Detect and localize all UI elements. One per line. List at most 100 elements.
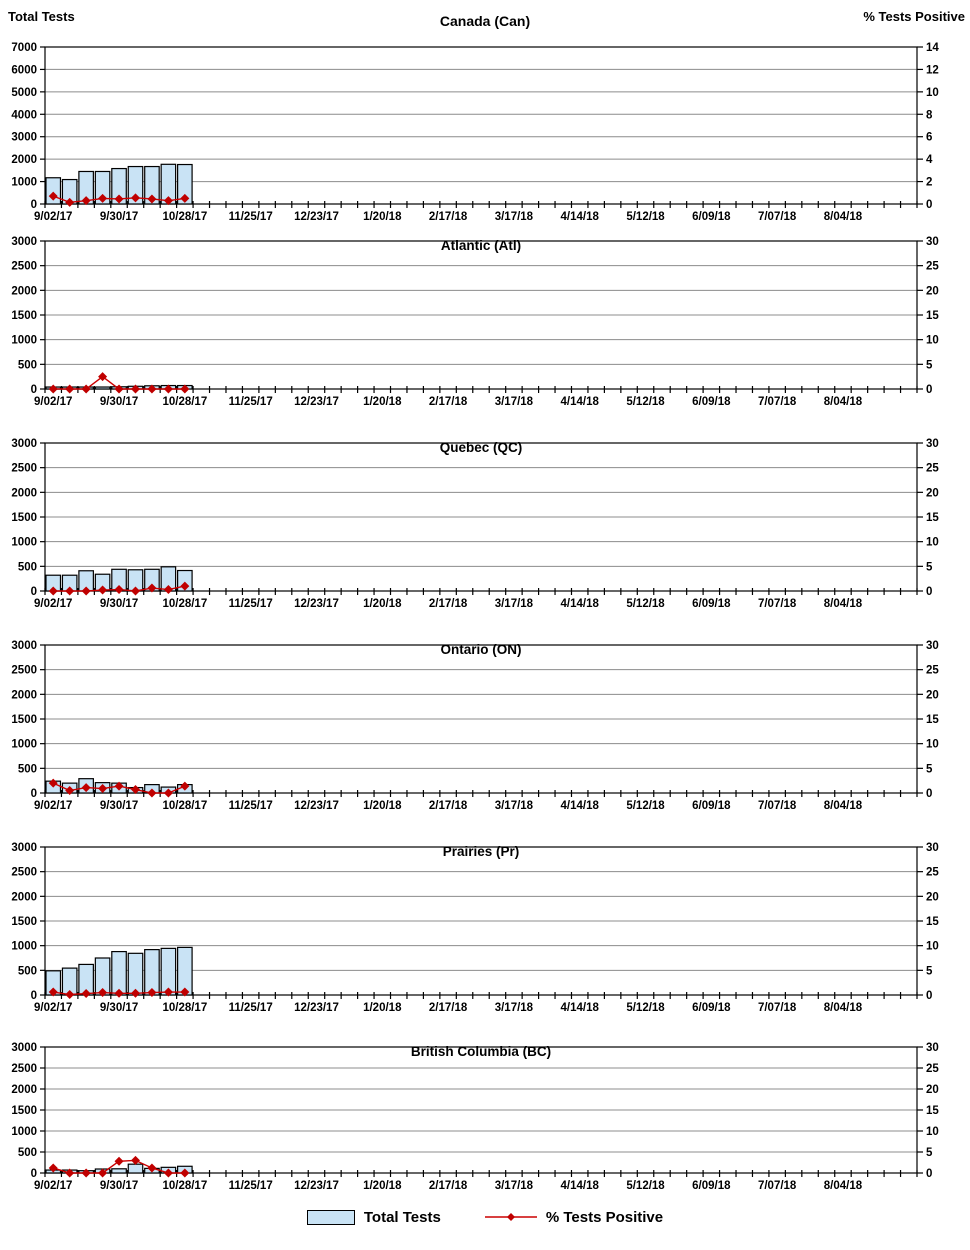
svg-text:9/02/17: 9/02/17 [34,211,72,223]
svg-text:6/09/18: 6/09/18 [692,1002,731,1014]
svg-text:1500: 1500 [11,1105,37,1117]
svg-text:8/04/18: 8/04/18 [824,396,863,408]
svg-text:6: 6 [926,132,932,144]
svg-text:20: 20 [926,1084,939,1096]
svg-text:0: 0 [31,586,37,598]
svg-text:4/14/18: 4/14/18 [561,1002,600,1014]
legend-bars-label: Total Tests [363,1208,441,1226]
svg-text:30: 30 [926,438,939,450]
svg-text:5/12/18: 5/12/18 [626,1002,665,1014]
svg-text:2/17/18: 2/17/18 [429,598,468,610]
svg-text:5: 5 [926,359,933,371]
svg-text:5/12/18: 5/12/18 [626,800,665,812]
svg-text:500: 500 [18,1147,37,1159]
svg-text:Prairies (Pr): Prairies (Pr) [443,844,520,859]
chart-british-columbia: 0 500 1000 1500 2000 2500 3000 0 5 10 15 20 25 30 9/02… [11,1042,939,1192]
svg-text:14: 14 [926,42,939,54]
svg-text:2/17/18: 2/17/18 [429,396,468,408]
svg-text:3/17/18: 3/17/18 [495,598,534,610]
svg-text:25: 25 [926,867,939,879]
svg-text:25: 25 [926,261,939,273]
svg-text:11/25/17: 11/25/17 [229,1002,273,1014]
svg-text:7/07/18: 7/07/18 [758,1002,797,1014]
svg-text:11/25/17: 11/25/17 [229,1180,273,1192]
svg-text:4/14/18: 4/14/18 [561,1180,600,1192]
svg-text:1500: 1500 [11,512,37,524]
svg-text:9/02/17: 9/02/17 [34,1180,72,1192]
left-axis-title: Total Tests [8,9,75,24]
svg-text:25: 25 [926,665,939,677]
svg-text:12/23/17: 12/23/17 [294,1180,339,1192]
svg-text:7/07/18: 7/07/18 [758,211,797,223]
svg-text:20: 20 [926,891,939,903]
svg-text:10: 10 [926,739,939,751]
chart-ontario: 0 500 1000 1500 2000 2500 3000 0 5 10 15 20 25 30 9/02… [11,640,939,812]
svg-text:0: 0 [926,990,932,1002]
svg-text:30: 30 [926,842,939,854]
svg-text:500: 500 [18,965,37,977]
svg-text:1500: 1500 [11,714,37,726]
svg-text:10: 10 [926,87,939,99]
svg-text:6/09/18: 6/09/18 [692,211,731,223]
chart-canada: 0 1000 2000 3000 4000 5000 6000 7000 0 2 4 6 8 10 12 14… [11,42,939,223]
svg-text:11/25/17: 11/25/17 [229,211,273,223]
svg-text:7000: 7000 [11,42,37,54]
svg-text:1/20/18: 1/20/18 [363,1002,402,1014]
svg-text:2500: 2500 [11,665,37,677]
svg-text:500: 500 [18,561,37,573]
svg-text:10/28/17: 10/28/17 [162,598,207,610]
svg-text:British Columbia (BC): British Columbia (BC) [411,1044,551,1059]
svg-text:7/07/18: 7/07/18 [758,800,797,812]
svg-text:5: 5 [926,561,933,573]
svg-text:9/30/17: 9/30/17 [100,1180,138,1192]
svg-text:10: 10 [926,941,939,953]
svg-text:12/23/17: 12/23/17 [294,396,339,408]
legend-line-glyph [484,1213,537,1221]
svg-text:1/20/18: 1/20/18 [363,396,402,408]
svg-text:9/30/17: 9/30/17 [100,1002,138,1014]
svg-text:2/17/18: 2/17/18 [429,211,468,223]
svg-text:6/09/18: 6/09/18 [692,800,731,812]
svg-text:1/20/18: 1/20/18 [363,211,402,223]
svg-text:9/02/17: 9/02/17 [34,396,72,408]
chart-prairies: 0 500 1000 1500 2000 2500 3000 0 5 10 15 20 25 30 9/02… [11,842,939,1014]
svg-text:0: 0 [926,788,932,800]
svg-text:3000: 3000 [11,1042,37,1054]
legend: Total Tests % Tests Positive [0,1197,970,1237]
svg-text:1/20/18: 1/20/18 [363,1180,402,1192]
svg-text:3/17/18: 3/17/18 [495,800,534,812]
svg-text:2: 2 [926,177,932,189]
svg-text:1000: 1000 [11,941,37,953]
svg-text:5000: 5000 [11,87,37,99]
svg-text:9/30/17: 9/30/17 [100,800,138,812]
svg-text:1000: 1000 [11,335,37,347]
svg-text:Atlantic (Atl): Atlantic (Atl) [441,238,521,253]
svg-text:8: 8 [926,109,933,121]
svg-text:20: 20 [926,285,939,297]
legend-bar-swatch-icon [306,1209,355,1225]
svg-text:30: 30 [926,640,939,652]
right-axis-title: % Tests Positive [863,9,965,24]
svg-text:10: 10 [926,1126,939,1138]
svg-text:1000: 1000 [11,739,37,751]
svg-text:2500: 2500 [11,463,37,475]
svg-text:20: 20 [926,689,939,701]
svg-text:9/30/17: 9/30/17 [100,598,138,610]
svg-text:0: 0 [31,990,37,1002]
svg-text:12: 12 [926,64,939,76]
svg-text:11/25/17: 11/25/17 [229,396,273,408]
svg-text:8/04/18: 8/04/18 [824,1180,863,1192]
svg-text:0: 0 [926,384,932,396]
svg-text:8/04/18: 8/04/18 [824,800,863,812]
svg-text:9/30/17: 9/30/17 [100,396,138,408]
svg-text:4/14/18: 4/14/18 [561,800,600,812]
svg-text:11/25/17: 11/25/17 [229,598,273,610]
svg-text:2/17/18: 2/17/18 [429,800,468,812]
svg-text:3000: 3000 [11,640,37,652]
svg-text:10/28/17: 10/28/17 [162,211,207,223]
svg-text:2500: 2500 [11,867,37,879]
svg-text:15: 15 [926,1105,939,1117]
svg-text:5/12/18: 5/12/18 [626,396,665,408]
svg-text:8/04/18: 8/04/18 [824,598,863,610]
svg-text:2500: 2500 [11,261,37,273]
